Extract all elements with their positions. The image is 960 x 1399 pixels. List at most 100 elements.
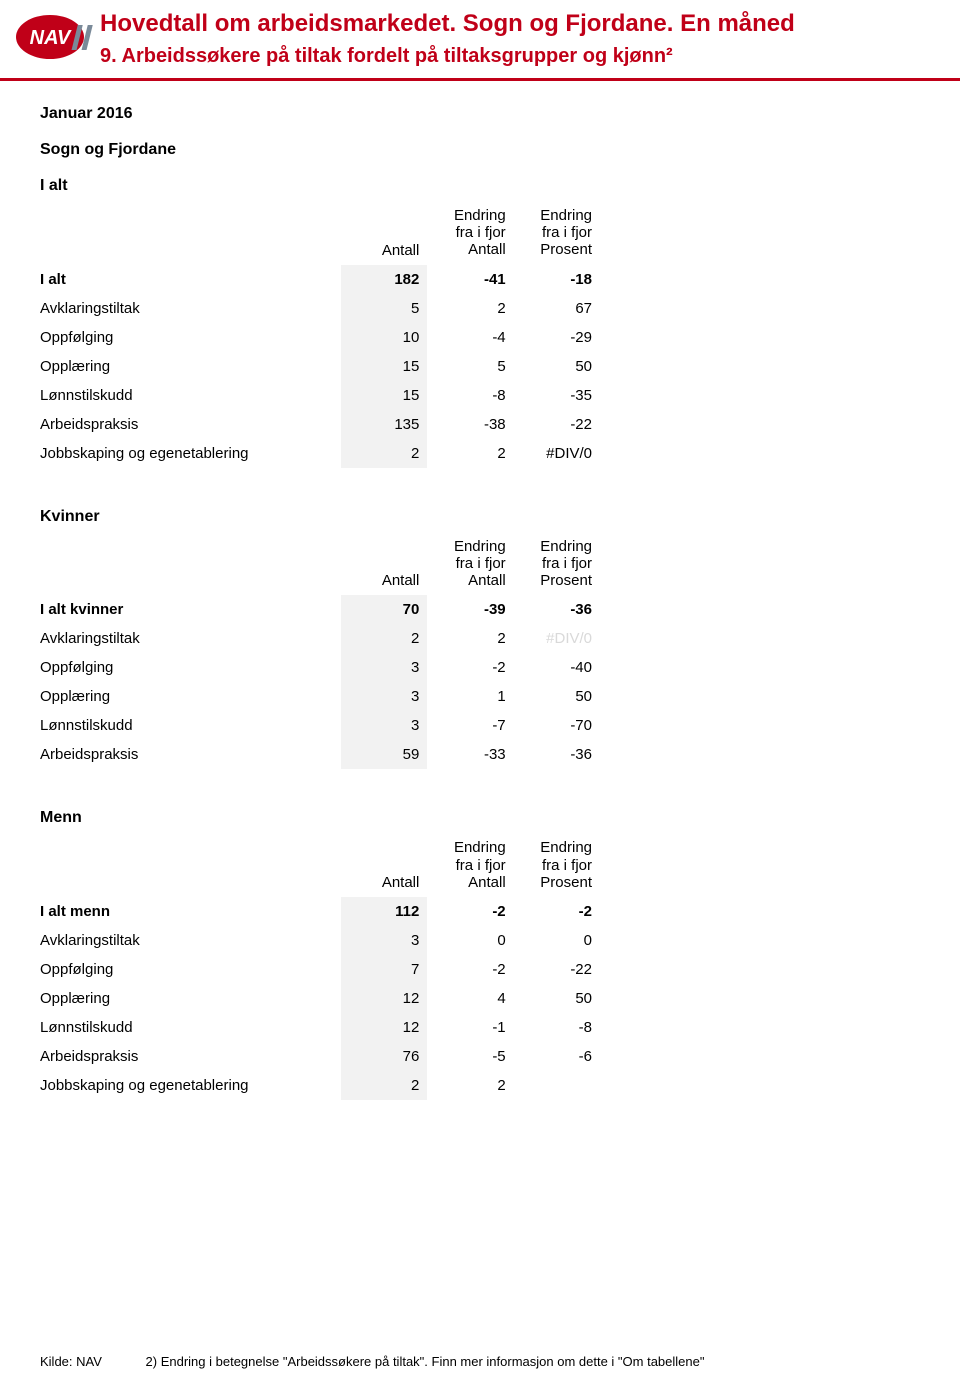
cell-endring-prosent: -2 bbox=[514, 897, 600, 926]
table-row: Lønnstilskudd12-1-8 bbox=[40, 1013, 600, 1042]
table-row: I alt menn112-2-2 bbox=[40, 897, 600, 926]
table-ialt: Antall Endring fra i fjor Antall Endring… bbox=[40, 201, 600, 468]
cell-endring-antall: 4 bbox=[427, 984, 513, 1013]
title-sub: 9. Arbeidssøkere på tiltak fordelt på ti… bbox=[100, 45, 960, 68]
cell-endring-prosent: 67 bbox=[514, 294, 600, 323]
row-label: Avklaringstiltak bbox=[40, 294, 341, 323]
table-row: Opplæring12450 bbox=[40, 984, 600, 1013]
cell-endring-prosent: #DIV/0 bbox=[514, 624, 600, 653]
cell-endring-antall: -8 bbox=[427, 381, 513, 410]
table-row: Jobbskaping og egenetablering22 bbox=[40, 1071, 600, 1100]
cell-antall: 12 bbox=[341, 1013, 427, 1042]
table-row: I alt kvinner70-39-36 bbox=[40, 595, 600, 624]
cell-antall: 3 bbox=[341, 711, 427, 740]
footer-note: 2) Endring i betegnelse "Arbeidssøkere p… bbox=[146, 1354, 705, 1369]
cell-endring-prosent: -36 bbox=[514, 740, 600, 769]
table-row: Avklaringstiltak300 bbox=[40, 926, 600, 955]
cell-endring-antall: -41 bbox=[427, 265, 513, 294]
row-label: Jobbskaping og egenetablering bbox=[40, 1071, 341, 1100]
cell-antall: 76 bbox=[341, 1042, 427, 1071]
col-endring-antall: Endring fra i fjor Antall bbox=[427, 532, 513, 596]
row-label: Arbeidspraksis bbox=[40, 410, 341, 439]
cell-endring-prosent: 50 bbox=[514, 682, 600, 711]
cell-antall: 112 bbox=[341, 897, 427, 926]
row-label: Oppfølging bbox=[40, 955, 341, 984]
cell-antall: 12 bbox=[341, 984, 427, 1013]
table-row: Opplæring3150 bbox=[40, 682, 600, 711]
footer-source: Kilde: NAV bbox=[40, 1354, 102, 1369]
cell-antall: 10 bbox=[341, 323, 427, 352]
tbody-kvinner: I alt kvinner70-39-36Avklaringstiltak22#… bbox=[40, 595, 600, 769]
cell-antall: 5 bbox=[341, 294, 427, 323]
table-row: Avklaringstiltak5267 bbox=[40, 294, 600, 323]
cell-endring-antall: -38 bbox=[427, 410, 513, 439]
svg-text:NAV: NAV bbox=[30, 27, 72, 49]
cell-endring-prosent: 50 bbox=[514, 984, 600, 1013]
row-label: Arbeidspraksis bbox=[40, 1042, 341, 1071]
cell-endring-prosent bbox=[514, 1071, 600, 1100]
row-label: Avklaringstiltak bbox=[40, 624, 341, 653]
col-antall: Antall bbox=[341, 532, 427, 596]
cell-endring-prosent: -70 bbox=[514, 711, 600, 740]
row-label: Lønnstilskudd bbox=[40, 711, 341, 740]
col-antall: Antall bbox=[341, 201, 427, 265]
col-endring-antall: Endring fra i fjor Antall bbox=[427, 201, 513, 265]
cell-endring-prosent: -6 bbox=[514, 1042, 600, 1071]
table-row: Lønnstilskudd15-8-35 bbox=[40, 381, 600, 410]
cell-endring-prosent: -36 bbox=[514, 595, 600, 624]
table-row: Arbeidspraksis135-38-22 bbox=[40, 410, 600, 439]
cell-endring-prosent: 0 bbox=[514, 926, 600, 955]
cell-antall: 3 bbox=[341, 926, 427, 955]
page: NAV Hovedtall om arbeidsmarkedet. Sogn o… bbox=[0, 0, 960, 1399]
footer: Kilde: NAV 2) Endring i betegnelse "Arbe… bbox=[40, 1354, 920, 1369]
cell-endring-prosent: -29 bbox=[514, 323, 600, 352]
header-rule bbox=[0, 78, 960, 81]
table-menn: Antall Endring fra i fjor Antall Endring… bbox=[40, 833, 600, 1100]
cell-endring-prosent: -8 bbox=[514, 1013, 600, 1042]
tbody-ialt: I alt182-41-18Avklaringstiltak5267Oppføl… bbox=[40, 265, 600, 468]
period-label: Januar 2016 bbox=[40, 105, 920, 123]
table-row: Arbeidspraksis76-5-6 bbox=[40, 1042, 600, 1071]
row-label: Lønnstilskudd bbox=[40, 1013, 341, 1042]
tbody-menn: I alt menn112-2-2Avklaringstiltak300Oppf… bbox=[40, 897, 600, 1100]
section-title-kvinner: Kvinner bbox=[40, 508, 920, 526]
col-endring-antall: Endring fra i fjor Antall bbox=[427, 833, 513, 897]
cell-endring-antall: -2 bbox=[427, 653, 513, 682]
table-row: Oppfølging3-2-40 bbox=[40, 653, 600, 682]
row-label: Opplæring bbox=[40, 682, 341, 711]
table-kvinner: Antall Endring fra i fjor Antall Endring… bbox=[40, 532, 600, 770]
row-label: I alt bbox=[40, 265, 341, 294]
section-title-menn: Menn bbox=[40, 809, 920, 827]
nav-logo: NAV bbox=[0, 8, 100, 66]
cell-antall: 15 bbox=[341, 381, 427, 410]
cell-endring-prosent: -40 bbox=[514, 653, 600, 682]
table-row: Avklaringstiltak22#DIV/0 bbox=[40, 624, 600, 653]
cell-endring-prosent: -18 bbox=[514, 265, 600, 294]
col-blank bbox=[40, 532, 341, 596]
col-blank bbox=[40, 201, 341, 265]
cell-antall: 2 bbox=[341, 439, 427, 468]
cell-antall: 59 bbox=[341, 740, 427, 769]
cell-endring-antall: -4 bbox=[427, 323, 513, 352]
cell-endring-prosent: -35 bbox=[514, 381, 600, 410]
cell-antall: 70 bbox=[341, 595, 427, 624]
region-label: Sogn og Fjordane bbox=[40, 141, 920, 159]
cell-endring-antall: 2 bbox=[427, 294, 513, 323]
cell-endring-antall: 2 bbox=[427, 439, 513, 468]
cell-endring-prosent: -22 bbox=[514, 955, 600, 984]
table-row: I alt182-41-18 bbox=[40, 265, 600, 294]
cell-antall: 3 bbox=[341, 682, 427, 711]
cell-endring-antall: 1 bbox=[427, 682, 513, 711]
cell-endring-antall: -2 bbox=[427, 897, 513, 926]
cell-antall: 182 bbox=[341, 265, 427, 294]
col-blank bbox=[40, 833, 341, 897]
table-row: Jobbskaping og egenetablering22#DIV/0 bbox=[40, 439, 600, 468]
row-label: Oppfølging bbox=[40, 323, 341, 352]
cell-endring-antall: -39 bbox=[427, 595, 513, 624]
cell-endring-antall: 2 bbox=[427, 624, 513, 653]
row-label: Lønnstilskudd bbox=[40, 381, 341, 410]
content: Januar 2016 Sogn og Fjordane I alt Antal… bbox=[0, 105, 960, 1100]
table-row: Opplæring15550 bbox=[40, 352, 600, 381]
cell-endring-prosent: -22 bbox=[514, 410, 600, 439]
cell-endring-prosent: 50 bbox=[514, 352, 600, 381]
